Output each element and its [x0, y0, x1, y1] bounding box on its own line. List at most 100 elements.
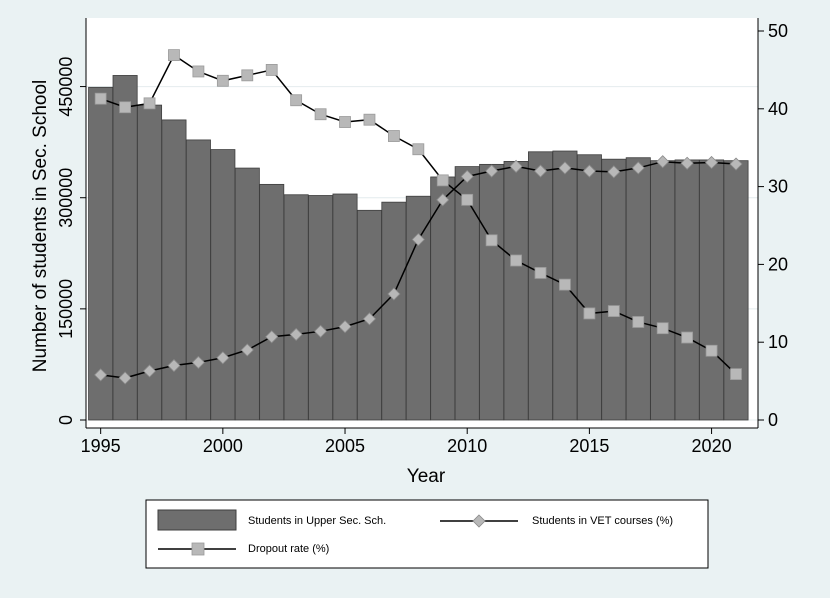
bar-2019: [674, 159, 700, 421]
point-dropout-1999: [192, 65, 205, 78]
point-vet-1998: [167, 358, 181, 373]
axes-group: 0 150000 300000 450000 0 10 20 30 40 50 1995 2000 20…: [56, 18, 788, 456]
legend-marker-vet: [472, 514, 486, 528]
point-vet-2013: [533, 164, 548, 178]
point-vet-2016: [607, 165, 621, 179]
bar-1996: [112, 75, 138, 421]
bar-2010: [454, 166, 480, 421]
legend-label-bar: Students in Upper Sec. Sch.: [248, 515, 386, 527]
point-dropout-2012: [510, 254, 522, 267]
point-vet-2017: [631, 161, 645, 175]
point-vet-1995: [94, 368, 108, 382]
bar-1998: [161, 119, 187, 421]
point-dropout-2014: [559, 278, 571, 291]
point-vet-2010: [460, 169, 474, 184]
point-vet-1999: [191, 355, 205, 369]
bar-2016: [601, 158, 627, 421]
point-vet-2002: [265, 330, 279, 344]
bar-2020: [699, 159, 725, 421]
legend-swatch-bar: [157, 509, 237, 531]
point-vet-2021: [729, 157, 743, 171]
point-dropout-1998: [168, 49, 180, 62]
bar-2001: [234, 167, 260, 421]
point-dropout-2007: [387, 130, 400, 142]
point-dropout-2004: [314, 108, 327, 121]
x-tick-label-2: 2005: [325, 436, 365, 456]
legend-marker-dropout: [191, 542, 205, 556]
point-vet-1996: [118, 371, 132, 385]
x-tick-label-5: 2020: [692, 436, 732, 456]
point-dropout-2010: [461, 193, 474, 206]
point-vet-2012: [509, 159, 523, 173]
bar-2005: [332, 193, 358, 421]
point-vet-2018: [656, 155, 670, 169]
point-vet-2014: [558, 161, 572, 175]
point-dropout-1996: [119, 101, 131, 114]
bar-2013: [528, 151, 554, 421]
bar-2021: [723, 160, 749, 421]
legend: Students in Upper Sec. Sch. Students in …: [145, 499, 709, 569]
x-tick-label-4: 2015: [569, 436, 609, 456]
point-vet-2003: [289, 327, 303, 341]
y-axis-title: Number of students in Sec. School: [30, 80, 51, 373]
point-vet-2015: [582, 164, 596, 178]
point-vet-2001: [240, 343, 254, 357]
x-tick-label-3: 2010: [447, 436, 487, 456]
point-vet-2011: [485, 164, 499, 178]
point-dropout-2018: [656, 322, 669, 335]
point-dropout-2008: [412, 143, 425, 156]
point-dropout-1997: [143, 97, 156, 110]
point-dropout-2011: [485, 234, 498, 247]
point-vet-2019: [680, 156, 694, 170]
y-tick-label-right-0: 0: [768, 410, 778, 430]
y-tick-label-right-1: 10: [768, 332, 788, 352]
point-vet-2009: [436, 193, 450, 207]
bar-2015: [576, 154, 602, 421]
point-dropout-2019: [681, 331, 694, 344]
markers-group: [94, 49, 743, 385]
x-tick-label-1: 2000: [203, 436, 243, 456]
bar-2007: [381, 201, 407, 421]
x-axis-title: Year: [407, 466, 446, 487]
legend-label-dropout: Dropout rate (%): [248, 543, 329, 555]
bar-2012: [503, 161, 529, 421]
point-dropout-2016: [607, 305, 620, 317]
bar-2004: [308, 195, 334, 421]
legend-label-vet: Students in VET courses (%): [532, 515, 673, 527]
y-tick-label-right-4: 40: [768, 99, 788, 119]
y-tick-label-left-0: 0: [56, 415, 76, 425]
point-dropout-2009: [436, 174, 449, 187]
point-dropout-2017: [632, 316, 645, 328]
bar-2017: [625, 157, 651, 421]
bar-2011: [479, 163, 505, 421]
point-vet-2007: [387, 287, 401, 301]
y-tick-label-left-1: 150000: [56, 279, 76, 339]
point-dropout-2015: [583, 307, 596, 320]
point-vet-2008: [411, 232, 425, 247]
y-tick-label-right-5: 50: [768, 21, 788, 41]
bar-1999: [185, 139, 211, 421]
bar-2003: [283, 194, 309, 421]
point-dropout-2000: [216, 74, 229, 87]
point-dropout-2006: [363, 113, 376, 126]
y-tick-label-left-2: 300000: [56, 168, 76, 228]
point-dropout-1995: [94, 92, 107, 105]
y-tick-label-left-3: 450000: [56, 57, 76, 117]
point-dropout-2002: [265, 64, 278, 76]
legend-box: [145, 499, 709, 569]
bar-2018: [650, 160, 676, 421]
bar-2008: [405, 195, 431, 421]
point-dropout-2021: [730, 368, 742, 380]
x-tick-label-0: 1995: [81, 436, 121, 456]
point-dropout-2013: [534, 267, 547, 279]
point-vet-2006: [362, 312, 377, 326]
point-vet-2004: [314, 324, 328, 338]
y-tick-label-right-3: 30: [768, 177, 788, 197]
y-tick-label-right-2: 20: [768, 254, 788, 274]
point-vet-1997: [142, 364, 157, 378]
point-dropout-2001: [241, 69, 254, 82]
point-vet-2020: [705, 155, 719, 170]
point-dropout-2005: [339, 116, 351, 128]
bar-2002: [259, 183, 285, 421]
